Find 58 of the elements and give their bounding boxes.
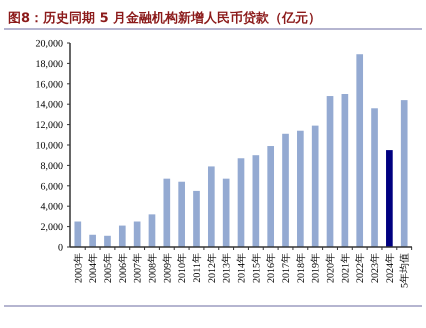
x-tick-label: 2005年 [102,253,114,283]
x-tick-label: 2014年 [236,253,248,283]
y-tick-label: 10,000 [36,140,63,152]
x-tick-label: 2012年 [206,253,218,283]
x-tick-label: 2024年 [384,253,396,283]
bar [342,94,348,247]
x-tick-label: 2021年 [339,253,352,283]
y-tick-label: 6,000 [40,181,63,192]
bar [356,54,364,247]
y-tick-label: 18,000 [36,58,63,70]
x-tick-label: 2019年 [310,253,322,283]
x-tick-label: 2011年 [190,253,203,283]
x-tick-label: 2003年 [72,253,84,283]
x-tick-label: 2016年 [265,253,278,283]
bar [312,126,319,247]
y-tick-label: 20,000 [36,38,63,50]
bar [74,222,82,247]
bar [297,130,304,247]
bar [282,134,289,247]
x-tick-label: 2017年 [280,253,292,283]
y-tick-label: 8,000 [40,160,63,172]
x-tick-label: 2010年 [176,253,188,283]
bar [326,96,334,247]
bar [178,182,185,247]
y-tick-label: 12,000 [36,120,63,132]
y-tick-label: 16,000 [36,79,63,90]
bar [400,100,408,247]
bar [222,178,230,247]
bar [193,190,200,247]
chart-title: 图8：历史同期 5 月金融机构新增人民币贷款（亿元） [8,10,322,26]
bar [104,236,111,247]
bar [386,150,393,247]
x-tick-label: 2009年 [161,253,174,283]
bar [267,146,274,247]
y-tick-label: 4,000 [40,202,63,213]
bar [238,158,244,247]
x-tick-label: 2007年 [132,253,144,283]
bar [163,178,170,247]
y-tick-label: 2,000 [40,222,63,234]
bar [148,214,156,247]
x-tick-label: 5年均值 [398,253,411,288]
bar [134,222,140,247]
bar [118,226,126,247]
x-tick-label: 2018年 [294,253,307,283]
bar [252,155,260,247]
x-tick-label: 2015年 [250,253,262,283]
x-tick-label: 2004年 [87,253,100,283]
y-tick-label: 14,000 [36,100,63,111]
x-tick-label: 2006年 [116,253,129,283]
x-tick-label: 2023年 [369,253,382,283]
x-tick-label: 2022年 [354,253,366,283]
y-tick-label: 0 [58,242,63,254]
bar [208,166,215,247]
x-tick-label: 2013年 [220,253,233,283]
bar [371,108,378,247]
x-tick-label: 2008年 [146,253,158,283]
x-tick-label: 2020年 [324,253,337,283]
bar [89,234,96,247]
